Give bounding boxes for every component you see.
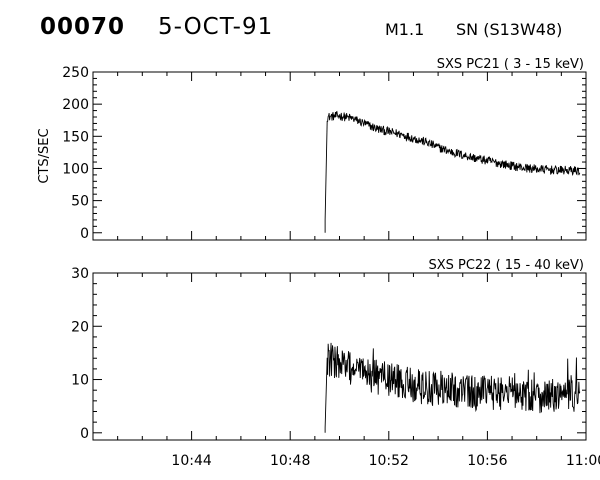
flare-location: SN (S13W48)	[456, 20, 563, 39]
y-tick-label: 150	[62, 129, 89, 145]
panel-1: 0 50 100 150 200 250 SXS PC21 ( 3 - 15 keV) CTS…	[37, 57, 587, 242]
y-tick-label: 250	[62, 65, 89, 81]
x-tick-label: 10:52	[369, 453, 409, 469]
data-series-line	[324, 110, 581, 233]
x-tick-label: 11:00	[566, 453, 600, 469]
y-tick-label: 0	[80, 426, 89, 442]
x-tick-label: 10:48	[270, 453, 310, 469]
panel-title: SXS PC22 ( 15 - 40 keV)	[428, 258, 584, 273]
y-tick-label: 0	[80, 226, 89, 242]
y-tick-label: 30	[71, 266, 89, 282]
plot-frame	[92, 272, 587, 441]
y-tick-label: 10	[71, 373, 89, 389]
event-date: 5-OCT-91	[158, 14, 274, 40]
flare-class: M1.1	[385, 20, 425, 39]
data-series-line	[324, 342, 581, 433]
panel-2: 0 10 20 30 SXS PC22 ( 15 - 40 keV) 10:44 10:48…	[71, 258, 600, 469]
event-id: 00070	[40, 14, 126, 40]
y-axis-label: CTS/SEC	[37, 128, 52, 183]
y-tick-label: 200	[62, 97, 89, 113]
x-tick-label: 10:56	[467, 453, 507, 469]
y-tick-label: 50	[71, 194, 89, 210]
plot-frame	[92, 71, 587, 241]
panel-title: SXS PC21 ( 3 - 15 keV)	[437, 57, 584, 72]
y-tick-label: 100	[62, 161, 89, 177]
y-tick-label: 20	[71, 319, 89, 335]
x-tick-label: 10:44	[171, 453, 211, 469]
